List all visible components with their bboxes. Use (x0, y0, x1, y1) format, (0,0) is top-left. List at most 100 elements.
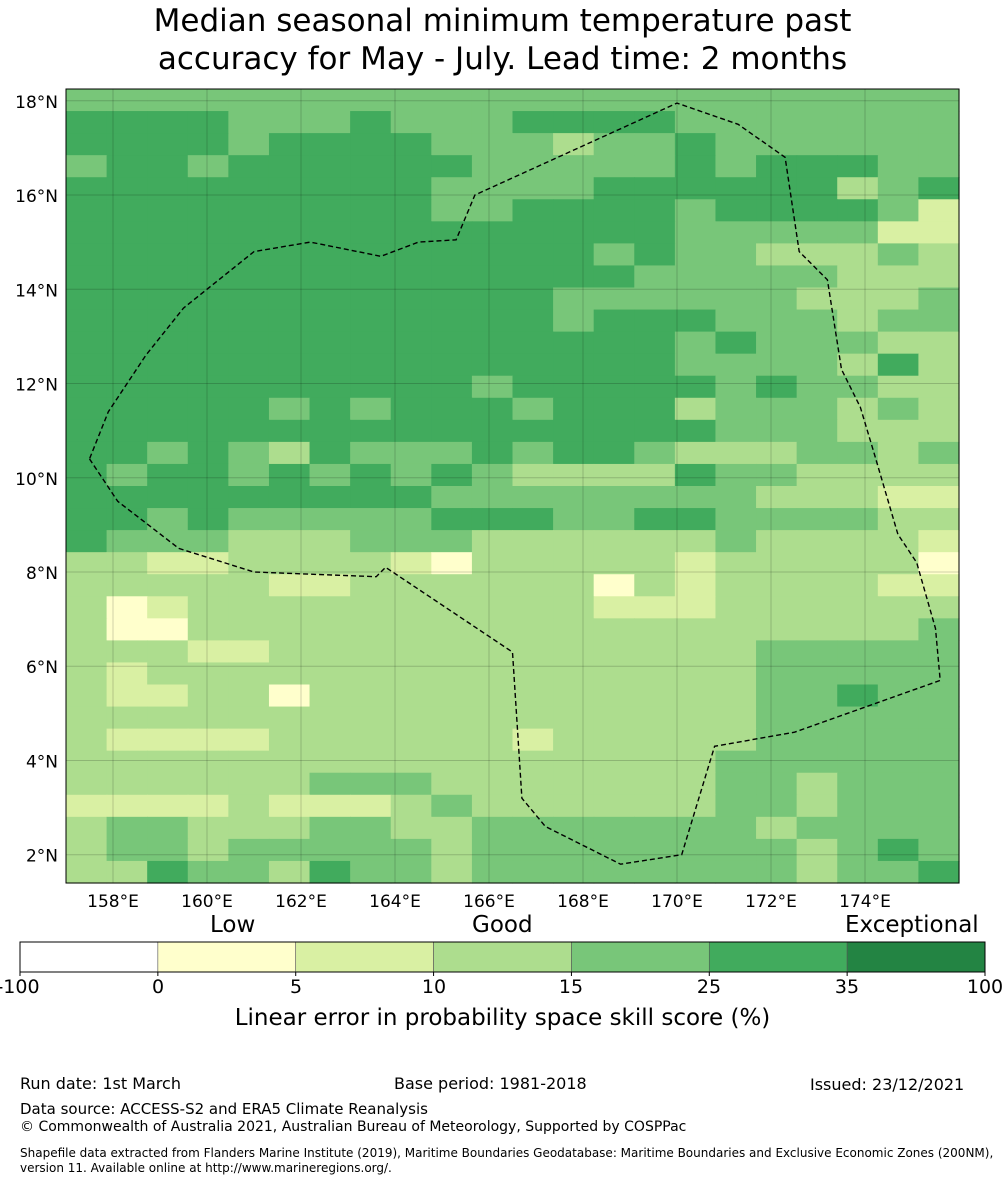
grid-cell (471, 111, 514, 134)
grid-cell (228, 772, 270, 796)
grid-cell (471, 838, 514, 862)
grid-cell (512, 618, 554, 641)
grid-cell (512, 508, 554, 531)
grid-cell (634, 287, 676, 311)
grid-cell (350, 706, 392, 730)
grid-cell (593, 816, 635, 840)
grid-cell (66, 265, 108, 289)
grid-cell (471, 530, 514, 553)
grid-cell (593, 133, 635, 156)
map-frame (65, 88, 960, 884)
grid-cell (634, 133, 676, 156)
grid-cell (390, 618, 432, 641)
grid-cell (431, 772, 473, 796)
grid-cell (837, 463, 879, 487)
grid-cell (471, 331, 514, 355)
grid-cell (66, 397, 108, 421)
latitude-tick-label: 10°N (15, 470, 58, 490)
grid-cell (593, 287, 635, 311)
grid-cell (106, 794, 148, 818)
grid-cell (431, 552, 473, 575)
grid-cell (390, 508, 432, 531)
grid-cell (390, 684, 432, 708)
grid-cell (471, 706, 514, 730)
grid-cell (350, 640, 392, 664)
latitude-tick-label: 18°N (15, 93, 58, 113)
grid-cell (796, 331, 838, 355)
grid-cell (147, 375, 189, 399)
grid-cell (471, 486, 514, 509)
grid-cell (634, 243, 676, 267)
grid-cell (350, 353, 392, 377)
grid-cell (593, 397, 635, 421)
grid-cell (756, 552, 798, 575)
grid-cell (553, 794, 595, 818)
grid-cell (106, 133, 148, 156)
grid-cell (268, 750, 311, 774)
grid-cell (350, 155, 392, 178)
grid-cell (837, 750, 879, 774)
grid-cell (837, 309, 879, 333)
grid-cell (796, 574, 838, 597)
grid-cell (268, 155, 311, 178)
grid-cell (674, 221, 717, 244)
grid-cell (674, 684, 717, 708)
grid-cell (390, 243, 432, 267)
grid-cell (390, 265, 432, 289)
grid-cell (66, 816, 108, 840)
grid-cell (309, 375, 351, 399)
colorbar (19, 941, 986, 976)
grid-cell (837, 596, 879, 619)
grid-cell (634, 331, 676, 355)
grid-cell (106, 684, 148, 708)
grid-cell (309, 618, 351, 641)
grid-cell (309, 353, 351, 377)
grid-cell (228, 111, 270, 134)
grid-cell (431, 816, 473, 840)
grid-cell (228, 397, 270, 421)
grid-cell (147, 662, 189, 686)
grid-cell (350, 552, 392, 575)
longitude-tick-label: 170°E (651, 892, 703, 912)
colorbar-segment (295, 941, 434, 973)
grid-cell (309, 574, 351, 597)
grid-cell (674, 816, 717, 840)
colorbar-tick: 15 (558, 976, 584, 998)
grid-cell (715, 772, 757, 796)
grid-cell (715, 596, 757, 619)
grid-cell (918, 618, 960, 641)
grid-cell (593, 794, 635, 818)
grid-cell (634, 353, 676, 377)
grid-cell (147, 618, 189, 641)
longitude-tick-label: 174°E (839, 892, 891, 912)
grid-cell (674, 287, 717, 311)
grid-cell (918, 375, 960, 399)
grid-cell (756, 618, 798, 641)
grid-cell (593, 221, 635, 244)
grid-cell (390, 89, 432, 112)
grid-cell (918, 486, 960, 509)
grid-cell (553, 860, 595, 884)
grid-cell (187, 706, 229, 730)
grid-cell (228, 331, 270, 355)
grid-cell (593, 331, 635, 355)
grid-cell (147, 728, 189, 752)
grid-cell (715, 640, 757, 664)
grid-cell (268, 860, 311, 884)
grid-cell (796, 640, 838, 664)
grid-cell (268, 486, 311, 509)
grid-cell (877, 331, 920, 355)
grid-cell (187, 816, 229, 840)
grid-cell (431, 750, 473, 774)
grid-cell (877, 133, 920, 156)
grid-cell (431, 838, 473, 862)
grid-cell (877, 111, 920, 134)
grid-cell (512, 596, 554, 619)
grid-cell (512, 463, 554, 487)
grid-cell (634, 794, 676, 818)
grid-cell (228, 640, 270, 664)
grid-cell (147, 441, 189, 465)
grid-cell (106, 111, 148, 134)
grid-cell (796, 750, 838, 774)
grid-cell (674, 133, 717, 156)
